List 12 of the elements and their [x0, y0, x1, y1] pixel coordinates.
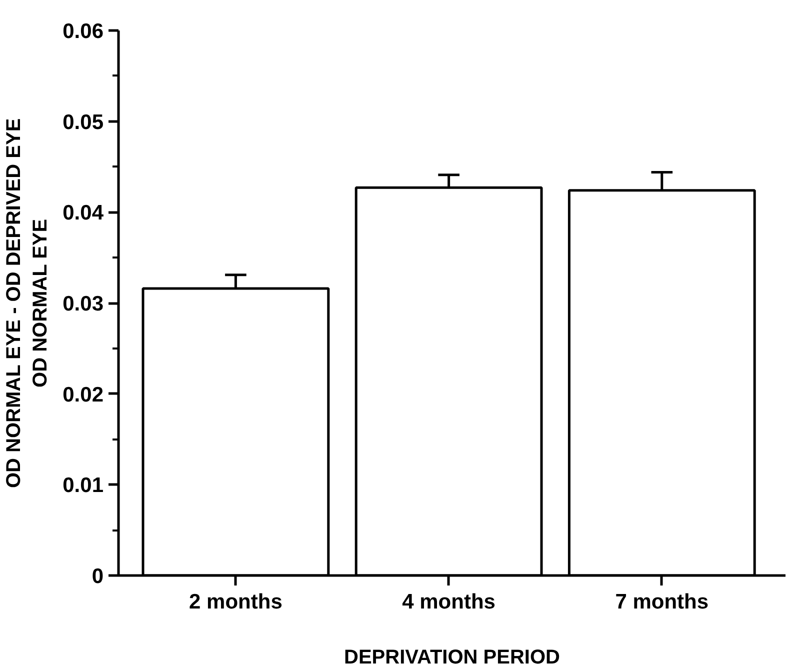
x-tick-label: 2 months [189, 590, 282, 614]
y-tick-label: 0 [92, 565, 104, 588]
y-tick-label: 0.05 [62, 110, 104, 134]
y-tick-label: 0.06 [62, 20, 104, 43]
y-axis-title: OD NORMAL EYE - OD DEPRIVED EYE OD NORMAL EYE [3, 118, 52, 488]
y-tick-label: 0.03 [62, 292, 104, 316]
y-tick-label: 0.01 [62, 474, 104, 498]
x-axis-title: DEPRIVATION PERIOD [344, 646, 560, 668]
x-tick-label: 7 months [615, 590, 709, 614]
x-tick-label: 4 months [402, 590, 496, 614]
y-tick-label: 0.02 [62, 383, 104, 406]
y-tick-label: 0.04 [62, 202, 104, 225]
